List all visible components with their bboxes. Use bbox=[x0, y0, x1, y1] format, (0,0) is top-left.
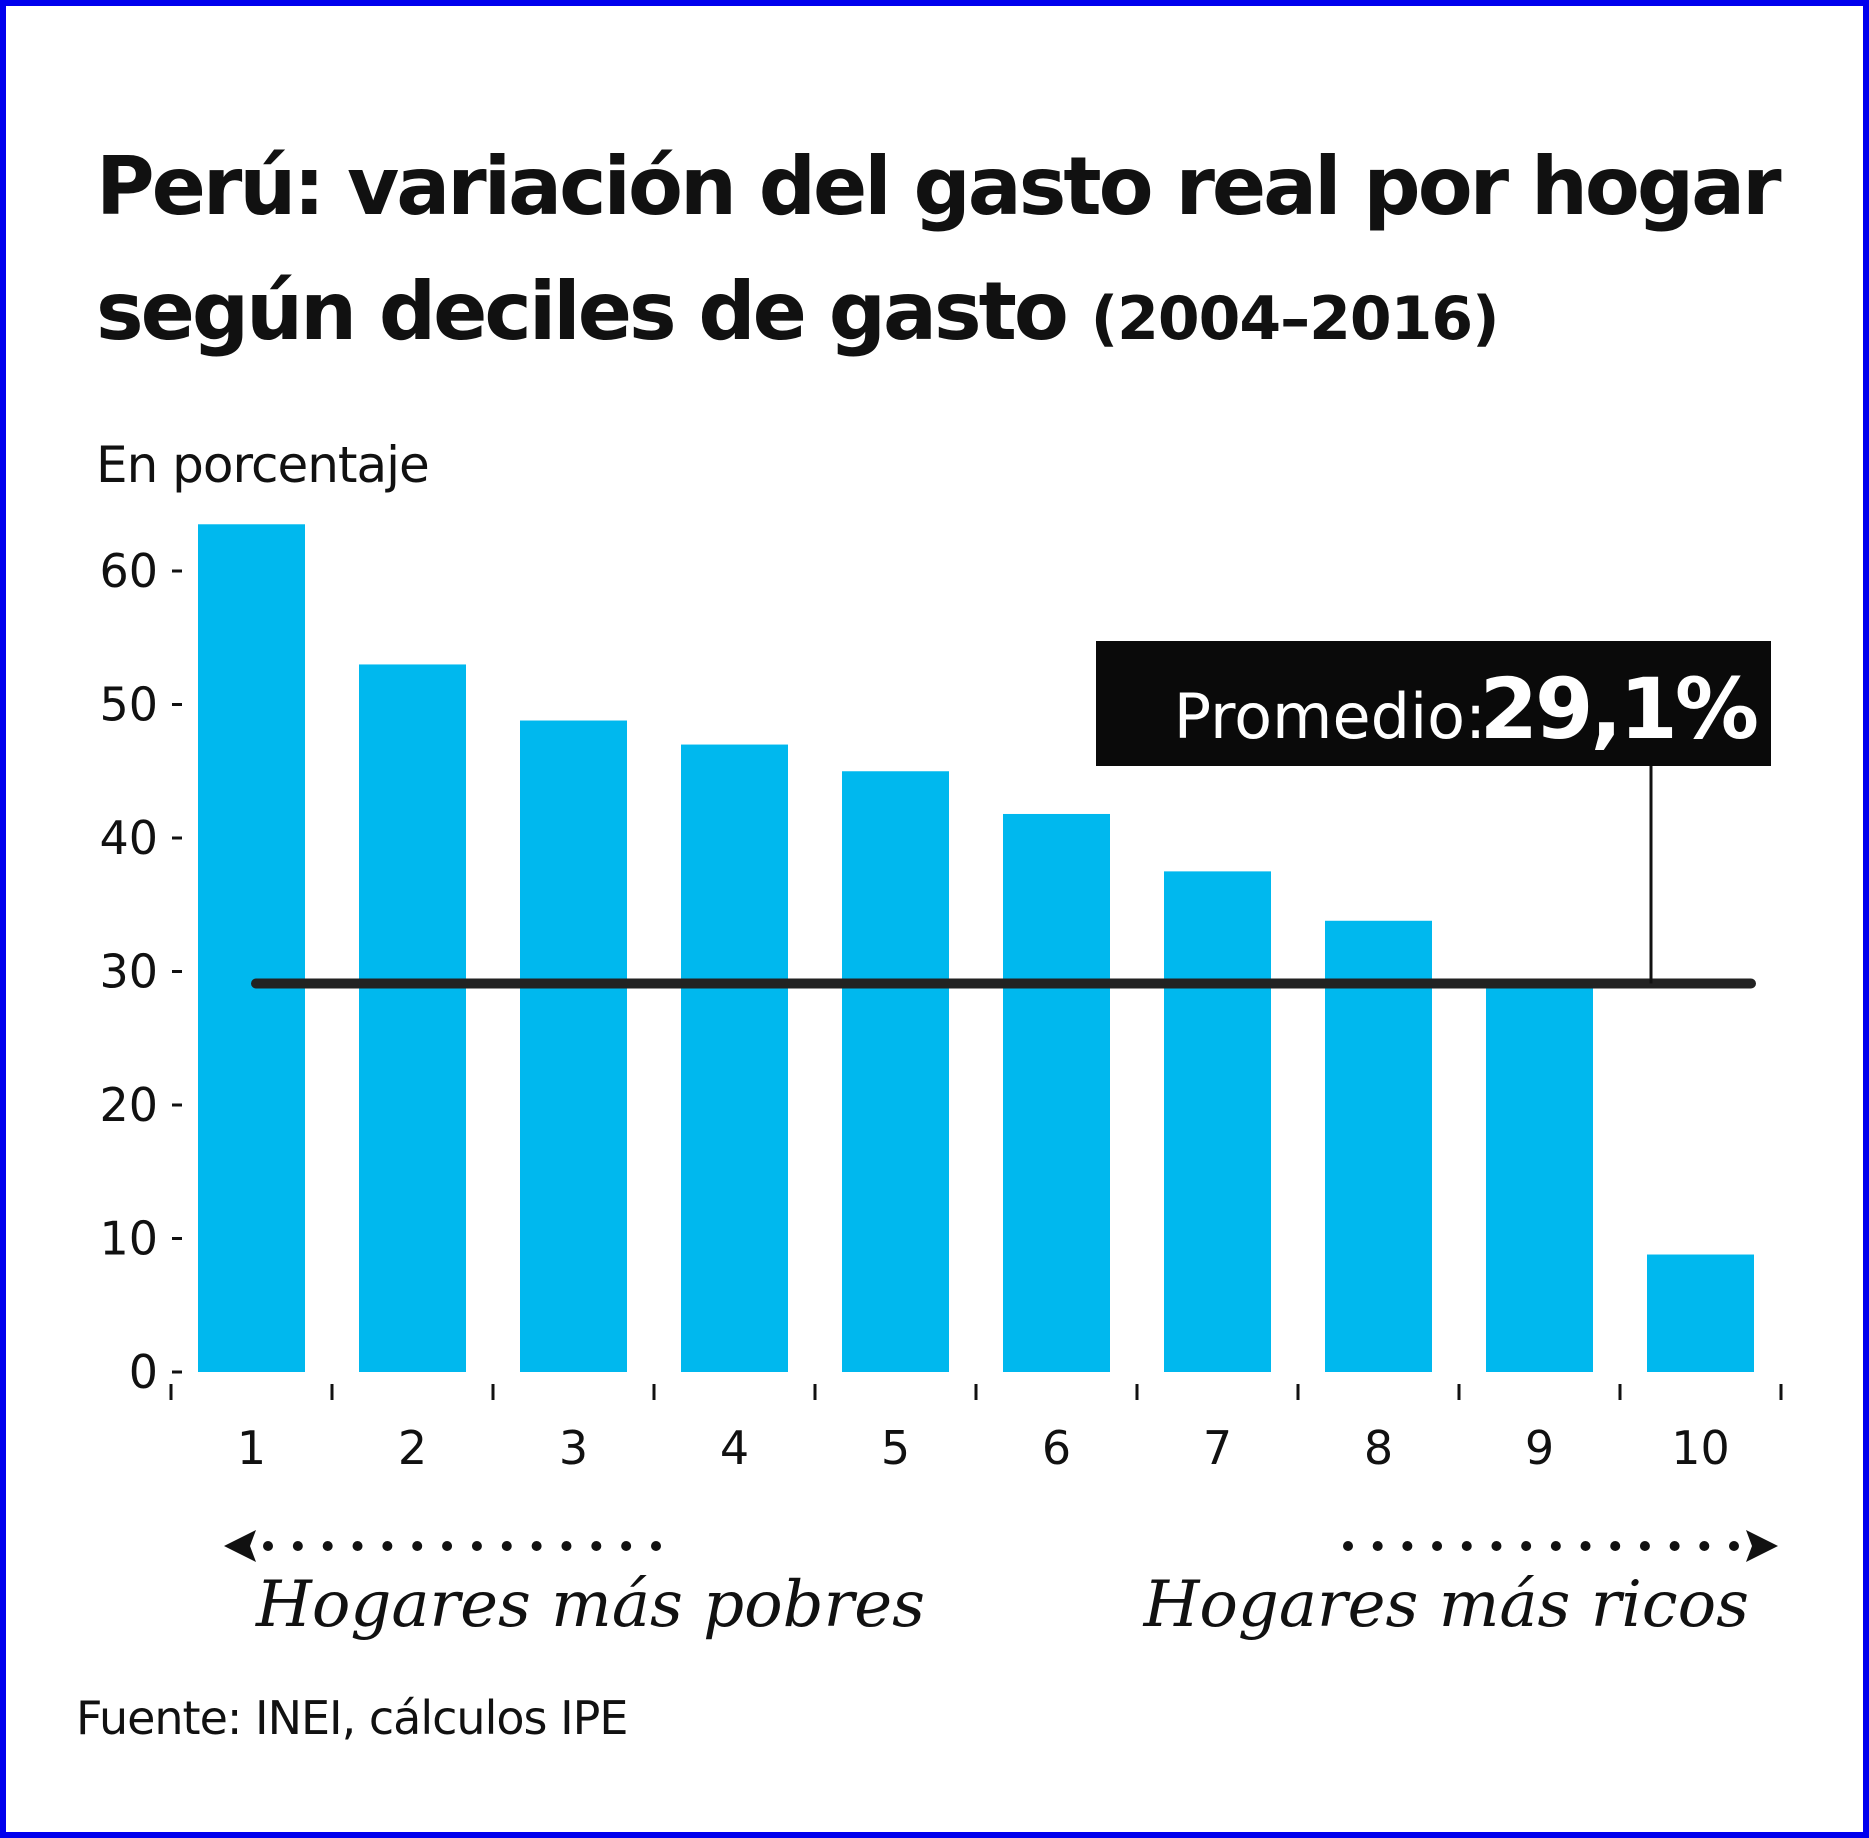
bar-decile-8 bbox=[1325, 920, 1432, 1372]
arrow-left-head bbox=[224, 1530, 256, 1562]
arrow-dot bbox=[1402, 1541, 1413, 1551]
average-label: Promedio: bbox=[1174, 680, 1486, 753]
arrow-dot bbox=[352, 1541, 363, 1551]
arrow-dot bbox=[1432, 1541, 1443, 1551]
y-axis-unit-label: En porcentaje bbox=[96, 436, 430, 494]
x-tick-label-10: 10 bbox=[1671, 1421, 1730, 1475]
arrow-dot bbox=[1610, 1541, 1621, 1551]
arrow-dot bbox=[1372, 1541, 1383, 1551]
arrow-dot bbox=[1550, 1541, 1561, 1551]
arrow-dot bbox=[501, 1541, 512, 1551]
source-note: Fuente: INEI, cálculos IPE bbox=[76, 1691, 628, 1745]
x-tick-label-2: 2 bbox=[398, 1421, 427, 1475]
average-line-group: Promedio:29,1% bbox=[251, 641, 1771, 989]
y-axis: 0 10 20 30 40 50 60 bbox=[99, 544, 182, 1399]
arrow-dot bbox=[322, 1541, 333, 1551]
arrow-dot bbox=[651, 1541, 661, 1551]
chart-title-years: (2004–2016) bbox=[1090, 284, 1500, 354]
arrow-dot bbox=[621, 1541, 632, 1551]
y-tick-label-20: 20 bbox=[99, 1078, 158, 1132]
bar-chart: 0 10 20 30 40 50 60 1 2 3 4 5 6 7 8 9 10 Promedio:29,1%… bbox=[99, 524, 1783, 1642]
arrow-dot bbox=[263, 1541, 273, 1551]
arrow-right-head bbox=[1746, 1530, 1778, 1562]
x-tick-label-7: 7 bbox=[1203, 1421, 1232, 1475]
y-tick-label-10: 10 bbox=[99, 1212, 158, 1266]
arrow-dot bbox=[561, 1541, 572, 1551]
x-tick-label-1: 1 bbox=[237, 1421, 266, 1475]
arrow-dot bbox=[1343, 1541, 1353, 1551]
arrow-dot bbox=[1729, 1541, 1739, 1551]
arrow-left-dots bbox=[263, 1541, 661, 1551]
average-callout-box bbox=[1096, 641, 1771, 766]
bar-decile-3 bbox=[520, 720, 627, 1372]
chart-title: Perú: variación del gasto real por hogar… bbox=[96, 124, 1816, 382]
arrow-dot bbox=[1639, 1541, 1650, 1551]
bar-decile-7 bbox=[1164, 871, 1271, 1372]
y-tick-label-40: 40 bbox=[99, 811, 158, 865]
x-tick-label-4: 4 bbox=[720, 1421, 749, 1475]
arrow-dot bbox=[382, 1541, 393, 1551]
bar-decile-2 bbox=[359, 664, 466, 1372]
arrow-dot bbox=[1669, 1541, 1680, 1551]
arrow-dot bbox=[412, 1541, 423, 1551]
bar-decile-10 bbox=[1647, 1254, 1754, 1372]
bars-group bbox=[198, 524, 1754, 1372]
arrow-right-dots bbox=[1343, 1541, 1739, 1551]
y-tick-label-60: 60 bbox=[99, 544, 158, 598]
bar-decile-4 bbox=[681, 744, 788, 1372]
arrow-dot bbox=[591, 1541, 602, 1551]
arrow-dot bbox=[1491, 1541, 1502, 1551]
y-tick-label-50: 50 bbox=[99, 678, 158, 732]
chart-title-main: Perú: variación del gasto real por hogar… bbox=[96, 140, 1782, 358]
bar-decile-5 bbox=[842, 771, 949, 1372]
note-poorest: Hogares más pobres bbox=[255, 1568, 925, 1642]
x-tick-label-3: 3 bbox=[559, 1421, 588, 1475]
x-axis: 1 2 3 4 5 6 7 8 9 10 bbox=[169, 1384, 1783, 1475]
arrow-dot bbox=[1580, 1541, 1591, 1551]
arrow-dot bbox=[1461, 1541, 1472, 1551]
x-tick-label-6: 6 bbox=[1042, 1421, 1071, 1475]
note-richest: Hogares más ricos bbox=[1143, 1568, 1749, 1642]
bar-decile-6 bbox=[1003, 813, 1110, 1372]
y-tick-label-0: 0 bbox=[129, 1345, 158, 1399]
bar-decile-9 bbox=[1486, 984, 1593, 1372]
x-tick-label-8: 8 bbox=[1364, 1421, 1393, 1475]
arrow-dot bbox=[292, 1541, 303, 1551]
arrow-dot bbox=[1521, 1541, 1532, 1551]
x-tick-label-5: 5 bbox=[881, 1421, 910, 1475]
arrow-dot bbox=[1699, 1541, 1710, 1551]
decile-notes: Hogares más pobres Hogares más ricos bbox=[224, 1530, 1778, 1642]
y-tick-label-30: 30 bbox=[99, 945, 158, 999]
bar-decile-1 bbox=[198, 524, 305, 1372]
arrow-dot bbox=[531, 1541, 542, 1551]
x-tick-label-9: 9 bbox=[1525, 1421, 1554, 1475]
arrow-dot bbox=[442, 1541, 453, 1551]
arrow-dot bbox=[471, 1541, 482, 1551]
average-value: 29,1% bbox=[1480, 660, 1757, 758]
